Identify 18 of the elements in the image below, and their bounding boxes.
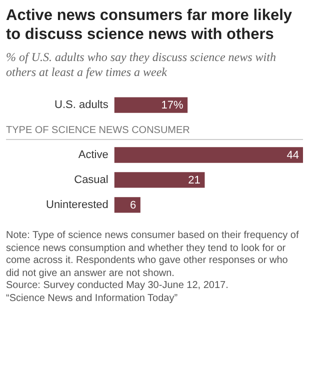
text: “Science News and Information Today” (6, 292, 179, 305)
source-note: Source: Survey conducted May 30-June 12, 2017. (6, 280, 230, 292)
text: Note: Type of science news consumer based on their frequency of science news consumption and whether they tend to look for or come across it. Respondents who gave other responses or who did not give an answer are not shown. (6, 230, 300, 280)
data-label: 21 (188, 174, 200, 186)
y-tick-label: Active (78, 149, 108, 162)
annotation: TYPE OF SCIENCE NEWS CONSUMER (6, 124, 190, 136)
y-tick-label: U.S. adults (54, 99, 109, 112)
bar (114, 97, 188, 113)
chart-title: Active news consumers far more likely to discuss science news with others (5, 6, 294, 44)
data-label: 44 (286, 150, 299, 162)
data-label: 17% (161, 100, 184, 112)
data-label: 6 (130, 199, 136, 212)
bar (114, 147, 303, 163)
y-tick-label: Uninterested (46, 198, 108, 211)
chart-subtitle: % of U.S. adults who say they discuss science news with others at least a few times a week (5, 49, 277, 80)
bar (114, 172, 205, 188)
y-tick-label: Casual (74, 174, 108, 186)
bar (114, 197, 140, 213)
